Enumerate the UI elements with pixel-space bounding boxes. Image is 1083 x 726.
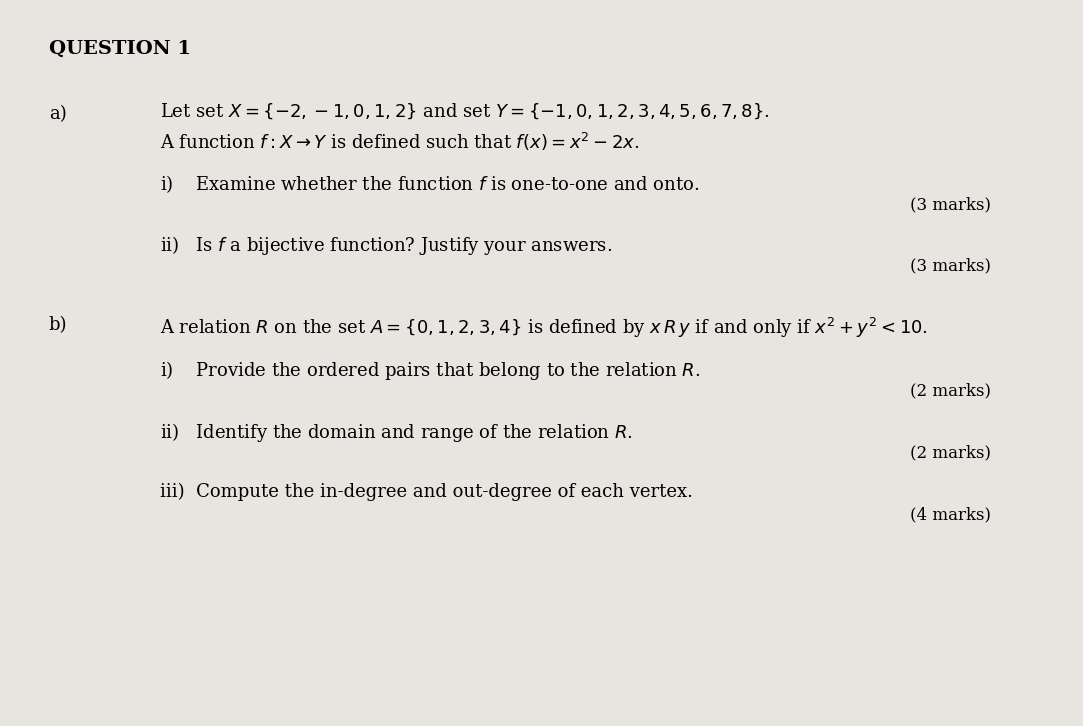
Text: QUESTION 1: QUESTION 1 [49,40,191,58]
Text: (2 marks): (2 marks) [910,383,991,399]
Text: A function $f: X \rightarrow Y$ is defined such that $f(x) = x^2 - 2x$.: A function $f: X \rightarrow Y$ is defin… [160,131,640,152]
Text: Let set $X = \{-2, -1, 0, 1, 2\}$ and set $Y = \{-1, 0, 1, 2, 3, 4, 5, 6, 7, 8\}: Let set $X = \{-2, -1, 0, 1, 2\}$ and se… [160,102,770,121]
Text: a): a) [49,105,66,123]
Text: ii)   Is $f$ a bijective function? Justify your answers.: ii) Is $f$ a bijective function? Justify… [160,234,613,257]
Text: (3 marks): (3 marks) [910,257,991,274]
Text: (2 marks): (2 marks) [910,444,991,461]
Text: (3 marks): (3 marks) [910,196,991,213]
Text: i)    Provide the ordered pairs that belong to the relation $R$.: i) Provide the ordered pairs that belong… [160,359,701,383]
Text: A relation $R$ on the set $A = \{0, 1, 2, 3, 4\}$ is defined by $x\,R\,y$ if and: A relation $R$ on the set $A = \{0, 1, 2… [160,316,928,340]
Text: i)    Examine whether the function $f$ is one-to-one and onto.: i) Examine whether the function $f$ is o… [160,173,700,195]
Text: iii)  Compute the in-degree and out-degree of each vertex.: iii) Compute the in-degree and out-degre… [160,483,693,501]
Text: ii)   Identify the domain and range of the relation $R$.: ii) Identify the domain and range of the… [160,421,634,444]
Text: (4 marks): (4 marks) [910,506,991,523]
Text: b): b) [49,316,67,334]
